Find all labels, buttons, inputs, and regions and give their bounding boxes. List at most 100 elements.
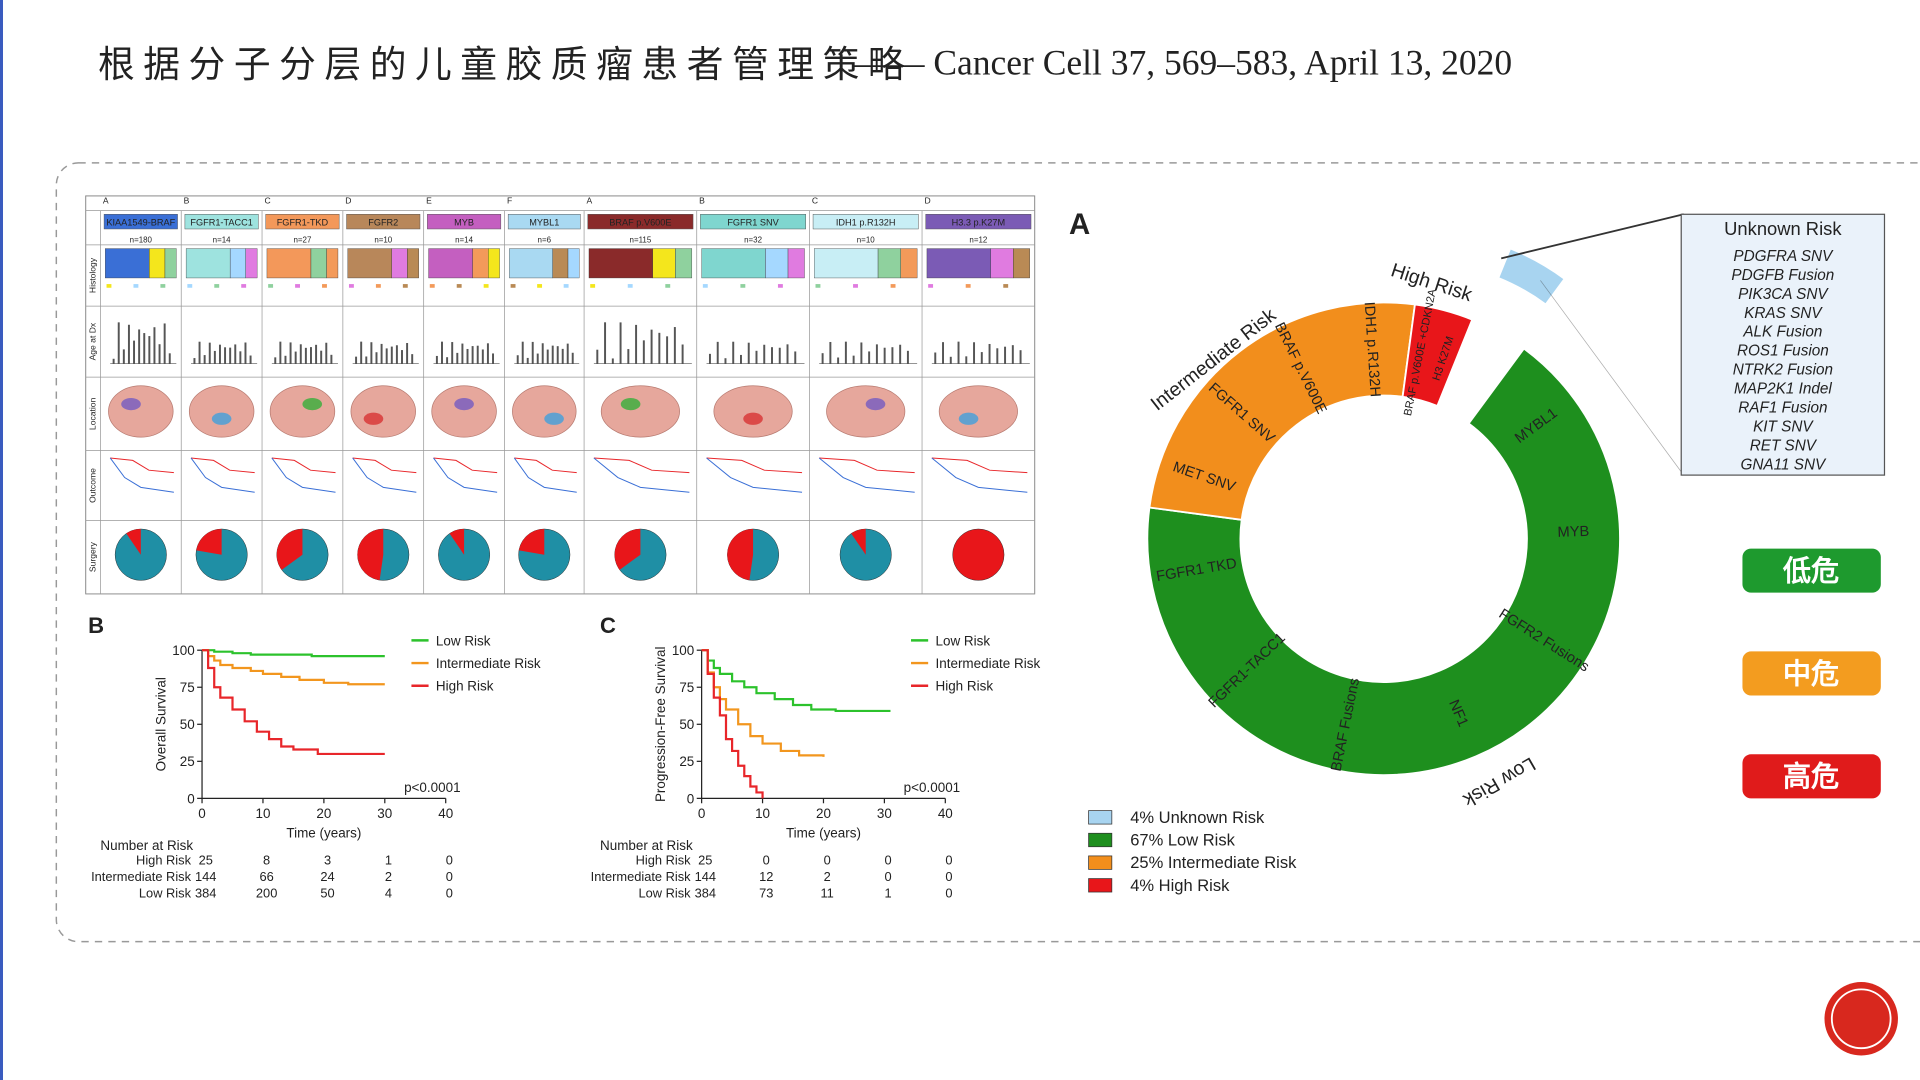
brain-region	[958, 412, 979, 425]
age-bar	[208, 342, 211, 364]
group-n: n=10	[374, 235, 392, 244]
legend-swatch	[1088, 878, 1113, 893]
age-bar	[486, 343, 489, 364]
legend-label: Intermediate Risk	[936, 656, 1041, 671]
at-risk-count: 144	[695, 869, 716, 884]
histology-key	[214, 284, 220, 288]
age-bar	[360, 341, 363, 364]
age-bar	[218, 344, 221, 364]
age-bar	[213, 350, 216, 364]
group-name: IDH1 p.R132H	[836, 217, 896, 227]
x-tick-label: 40	[438, 806, 453, 821]
at-risk-count: 73	[759, 886, 773, 901]
age-bar	[627, 349, 630, 364]
age-bar	[973, 342, 976, 364]
brain	[713, 385, 793, 438]
at-risk-count: 25	[199, 852, 213, 867]
age-bar	[1019, 350, 1022, 364]
brain-region	[211, 412, 232, 425]
age-bar	[471, 346, 474, 364]
at-risk-count: 3	[324, 852, 331, 867]
surgery-pie	[952, 528, 1005, 581]
histology-block	[105, 248, 150, 279]
risk-badge	[1742, 754, 1881, 799]
x-tick-label: 0	[698, 806, 705, 821]
survival-curve	[202, 649, 385, 686]
survival-curve	[701, 649, 764, 799]
age-bar	[860, 342, 863, 364]
age-bar	[957, 341, 960, 364]
y-tick-label: 25	[180, 754, 195, 769]
age-bar	[980, 352, 983, 364]
at-risk-count: 25	[698, 852, 712, 867]
age-bar	[778, 347, 781, 364]
histology-block	[926, 248, 991, 279]
group-name: FGFR1-TKD	[277, 217, 329, 227]
donut-segment	[1497, 247, 1566, 306]
outcome-curve	[706, 457, 803, 474]
callout-line	[1540, 280, 1684, 476]
at-risk-count: 0	[945, 852, 952, 867]
at-risk-count: 0	[824, 852, 831, 867]
legend-label: High Risk	[436, 679, 494, 694]
age-bar	[763, 344, 766, 364]
age-bar	[988, 343, 991, 364]
at-risk-count: 24	[320, 869, 334, 884]
unknown-box-title: Unknown Risk	[1724, 218, 1842, 239]
histology-key	[928, 284, 934, 288]
histology-key	[160, 284, 166, 288]
surgery-wedge	[614, 528, 641, 570]
y-tick-label: 50	[679, 717, 694, 732]
at-risk-count: 1	[385, 852, 392, 867]
at-risk-count: 4	[385, 886, 392, 901]
brain	[512, 385, 577, 438]
group-header	[700, 214, 806, 230]
age-bar	[521, 341, 524, 364]
left-edge	[0, 0, 3, 1080]
histology-block	[310, 248, 327, 279]
histology-block	[245, 248, 258, 279]
panel-letter: C	[600, 613, 616, 638]
brain-region	[302, 397, 323, 411]
legend-label: 4% High Risk	[1130, 876, 1230, 895]
age-bar	[996, 348, 999, 364]
age-bar	[390, 346, 393, 364]
column-letter: D	[345, 195, 351, 205]
age-bar	[561, 348, 564, 364]
age-bar	[370, 342, 373, 364]
at-risk-count: 66	[259, 869, 273, 884]
age-bar	[556, 346, 559, 364]
age-bar	[289, 342, 292, 364]
group-header	[925, 214, 1032, 230]
group-n: n=10	[857, 235, 875, 244]
survival-curve	[202, 649, 385, 756]
at-risk-row-label: High Risk	[136, 852, 192, 867]
age-bar	[476, 345, 479, 364]
histology-key	[590, 284, 596, 288]
at-risk-row-label: Intermediate Risk	[591, 869, 692, 884]
age-bar	[158, 344, 161, 364]
surgery-wedge	[196, 528, 222, 555]
age-bar	[906, 350, 909, 364]
age-bar	[934, 352, 937, 364]
legend-swatch	[1088, 855, 1113, 870]
age-bar	[284, 355, 287, 364]
logo-ring	[1830, 988, 1892, 1050]
age-bar	[133, 340, 136, 364]
y-tick-label: 75	[679, 680, 694, 695]
at-risk-count: 0	[884, 852, 891, 867]
y-tick-label: 25	[679, 754, 694, 769]
outcome-curve	[706, 457, 803, 493]
age-bar	[891, 347, 894, 364]
legend-name: Unknown Risk	[1159, 808, 1265, 827]
at-risk-count: 384	[695, 886, 716, 901]
histology-block	[814, 248, 879, 279]
outcome-curve	[190, 457, 255, 493]
histology-key	[348, 284, 354, 288]
histology-block	[509, 248, 553, 279]
at-risk-count: 0	[763, 852, 770, 867]
age-bar	[516, 355, 519, 364]
age-bar	[716, 341, 719, 364]
age-bar	[153, 327, 156, 364]
